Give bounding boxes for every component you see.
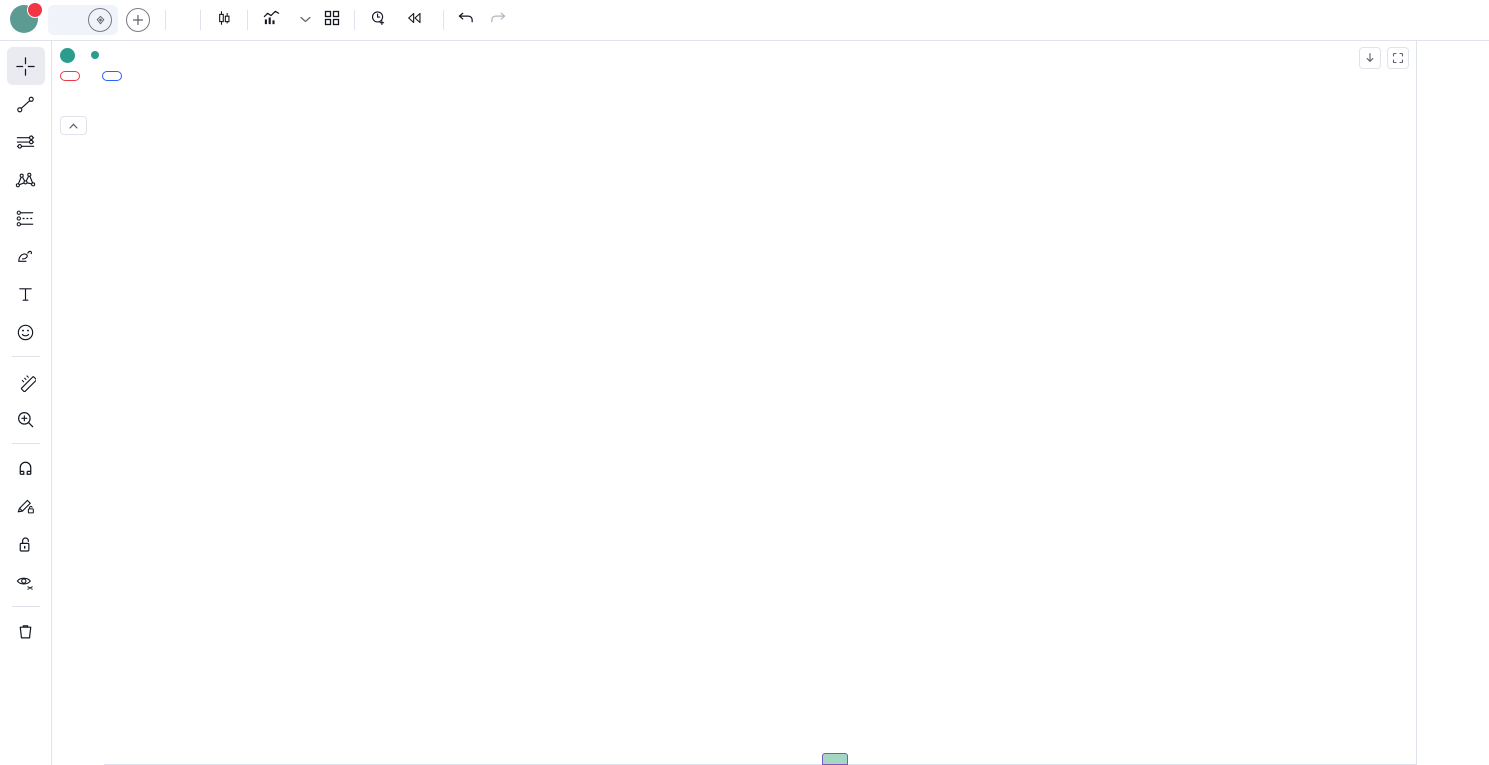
market-status-dot-icon: [91, 51, 99, 59]
diamond-search-icon[interactable]: [88, 8, 112, 32]
chart-type-button[interactable]: [208, 5, 240, 35]
add-symbol-button[interactable]: [118, 5, 158, 35]
avatar[interactable]: [10, 2, 43, 35]
candlestick-icon: [215, 9, 233, 32]
redo-button[interactable]: [482, 5, 513, 35]
undo-arrow-icon: [458, 10, 475, 30]
price-axis[interactable]: [1416, 41, 1489, 765]
chart-scroll-handle[interactable]: [822, 753, 848, 765]
rsi-legend[interactable]: [60, 747, 66, 762]
drawing-mode-lock-icon[interactable]: [7, 487, 45, 525]
replay-button[interactable]: [399, 5, 436, 35]
fullscreen-frame-icon[interactable]: [1387, 47, 1409, 69]
sell-button[interactable]: [60, 71, 80, 81]
legend-title-row[interactable]: [60, 45, 122, 65]
hide-drawings-icon[interactable]: [7, 563, 45, 601]
notification-badge[interactable]: [27, 2, 43, 18]
measure-ruler-icon[interactable]: [7, 362, 45, 400]
zoom-in-icon[interactable]: [7, 400, 45, 438]
replay-rewind-icon: [406, 11, 424, 30]
trend-line-icon[interactable]: [7, 85, 45, 123]
lock-drawings-icon[interactable]: [7, 525, 45, 563]
alert-button[interactable]: [362, 5, 399, 35]
collapse-legend-button[interactable]: [60, 116, 87, 135]
volume-legend[interactable]: [60, 91, 66, 106]
divider: [247, 10, 248, 30]
download-arrow-icon[interactable]: [1359, 47, 1381, 69]
redo-arrow-icon: [489, 10, 506, 30]
chart-legend: [60, 45, 122, 135]
plus-circle-icon[interactable]: [126, 8, 150, 32]
chart-plot[interactable]: [52, 41, 1416, 765]
chart-area[interactable]: [52, 41, 1489, 765]
chevron-down-icon: [300, 15, 311, 26]
top-toolbar: [0, 0, 1489, 41]
horizontal-lines-icon[interactable]: [7, 123, 45, 161]
nasdaq-badge-icon: [60, 47, 75, 63]
sma-legend[interactable]: [70, 91, 77, 106]
elliott-wave-icon[interactable]: [7, 161, 45, 199]
chart-canvas[interactable]: [52, 41, 1416, 765]
divider: [200, 10, 201, 30]
templates-button[interactable]: [317, 5, 347, 35]
buy-button[interactable]: [102, 71, 122, 81]
chevron-up-icon: [69, 121, 78, 131]
brush-icon[interactable]: [7, 237, 45, 275]
grid-templates-icon: [324, 10, 340, 31]
indicators-button[interactable]: [255, 5, 294, 35]
symbol-selector[interactable]: [48, 5, 118, 35]
divider: [443, 10, 444, 30]
cross-cursor-icon[interactable]: [6, 47, 45, 85]
magnet-icon[interactable]: [7, 449, 45, 487]
left-drawing-toolbar: [0, 41, 52, 765]
divider: [11, 606, 40, 607]
long-position-icon[interactable]: [7, 199, 45, 237]
emoji-icon[interactable]: [7, 313, 45, 351]
text-tool-icon[interactable]: [7, 275, 45, 313]
divider: [165, 10, 166, 30]
divider: [354, 10, 355, 30]
order-panel: [60, 71, 122, 81]
undo-button[interactable]: [451, 5, 482, 35]
indicators-chart-icon: [262, 8, 281, 32]
timeframe-selector[interactable]: [173, 5, 193, 35]
chart-top-right-controls: [1359, 47, 1409, 69]
divider: [11, 443, 40, 444]
divider: [11, 356, 40, 357]
indicators-dropdown[interactable]: [294, 5, 317, 35]
alert-clock-icon: [369, 9, 387, 32]
remove-drawings-icon[interactable]: [7, 612, 45, 650]
